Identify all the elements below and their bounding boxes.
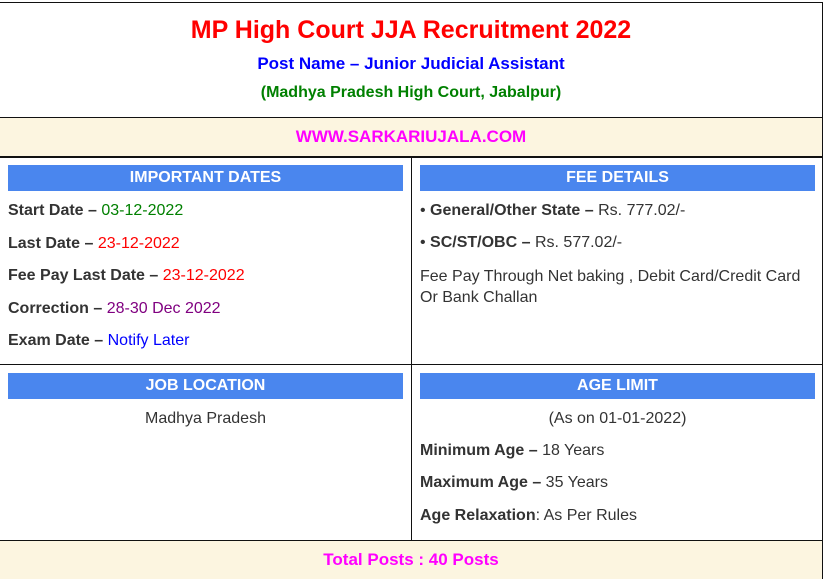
age-limit-heading: AGE LIMIT (420, 373, 815, 399)
job-location-value: Madhya Pradesh (145, 410, 266, 427)
organization: (Madhya Pradesh High Court, Jabalpur) (260, 84, 562, 101)
age-value: 35 Years (545, 474, 608, 491)
age-item: Age Relaxation: As Per Rules (420, 507, 637, 525)
age-as-on: (As on 01-01-2022) (548, 410, 687, 427)
fee-label: General/Other State – (430, 202, 594, 219)
date-item: Correction – 28-30 Dec 2022 (8, 300, 221, 318)
total-posts: Total Posts : 40 Posts (323, 550, 499, 569)
date-label: Exam Date – (8, 332, 104, 349)
important-dates-heading: IMPORTANT DATES (8, 165, 403, 191)
date-item: Exam Date – Notify Later (8, 332, 189, 350)
fee-value: Rs. 577.02/- (534, 234, 623, 251)
date-value: 28-30 Dec 2022 (106, 299, 221, 317)
divider (822, 2, 823, 579)
divider (411, 157, 412, 540)
page-title: MP High Court JJA Recruitment 2022 (190, 16, 632, 44)
website-link[interactable]: WWW.SARKARIUJALA.COM (295, 127, 527, 146)
age-value: : As Per Rules (535, 507, 637, 524)
fee-label: SC/ST/OBC – (430, 234, 531, 251)
date-label: Correction – (8, 299, 103, 317)
divider (0, 117, 823, 118)
age-item: Maximum Age – 35 Years (420, 474, 608, 492)
divider (0, 540, 823, 541)
date-value: 23-12-2022 (97, 234, 180, 252)
website-row-bg (0, 118, 822, 156)
fee-value: Rs. 777.02/- (598, 202, 686, 219)
age-label: Maximum Age – (420, 474, 542, 491)
date-label: Start Date – (8, 202, 97, 219)
age-item: Minimum Age – 18 Years (420, 442, 604, 460)
date-item: Last Date – 23-12-2022 (8, 235, 180, 253)
date-label: Fee Pay Last Date – (8, 267, 159, 284)
fee-item: • SC/ST/OBC – Rs. 577.02/- (420, 234, 623, 251)
fee-note: Fee Pay Through Net baking , Debit Card/… (420, 268, 801, 306)
divider (0, 2, 823, 3)
date-value: Notify Later (107, 332, 190, 349)
date-item: Fee Pay Last Date – 23-12-2022 (8, 267, 245, 285)
post-name: Post Name – Junior Judicial Assistant (257, 54, 565, 73)
date-item: Start Date – 03-12-2022 (8, 202, 183, 220)
job-location-heading: JOB LOCATION (8, 373, 403, 399)
date-value: 23-12-2022 (162, 267, 245, 284)
date-label: Last Date – (8, 234, 94, 252)
age-value: 18 Years (542, 442, 605, 459)
footer-row-bg (0, 541, 822, 579)
fee-item: • General/Other State – Rs. 777.02/- (420, 202, 686, 219)
age-label: Age Relaxation (420, 507, 536, 524)
date-value: 03-12-2022 (101, 202, 184, 219)
fee-details-heading: FEE DETAILS (420, 165, 815, 191)
age-label: Minimum Age – (420, 442, 538, 459)
